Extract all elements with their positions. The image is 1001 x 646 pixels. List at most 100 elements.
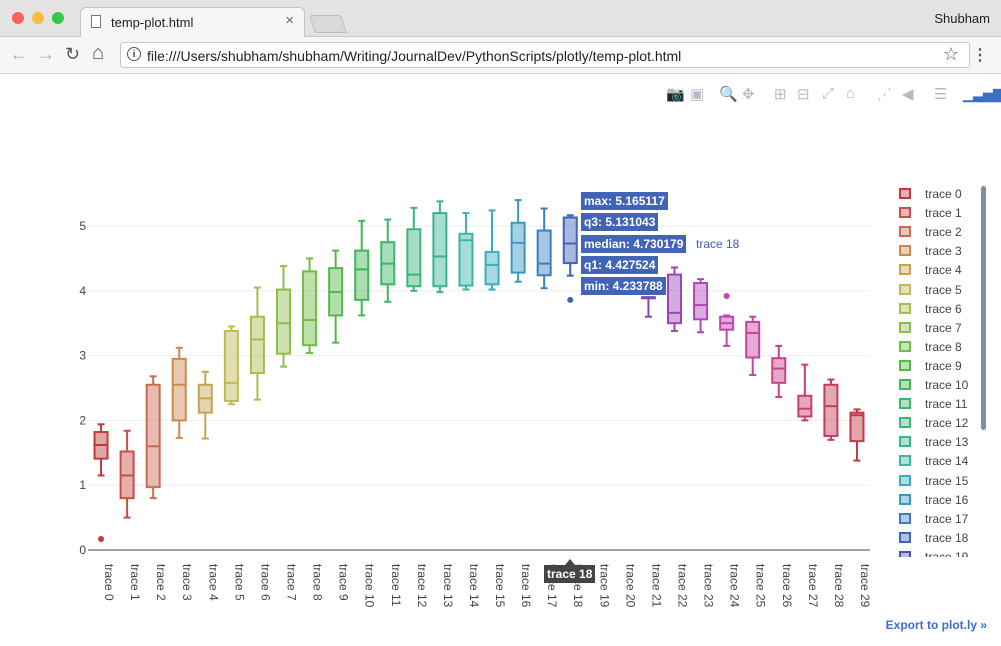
box-body bbox=[458, 232, 474, 287]
home-button[interactable]: ⌂ bbox=[92, 42, 105, 64]
spike-lines-icon[interactable]: ⋰ bbox=[877, 86, 892, 103]
x-axis-ticks: trace 0 trace 1 trace 2 trace 3 trace 4 trace… bbox=[102, 564, 872, 608]
x-tick-label: trace 7 bbox=[285, 564, 299, 601]
box-body bbox=[171, 357, 187, 422]
legend-swatch bbox=[899, 245, 911, 257]
box-trace bbox=[302, 257, 318, 355]
zoom-in-icon[interactable]: ⊞ bbox=[774, 86, 787, 103]
box-trace bbox=[536, 207, 552, 290]
x-tick-label: trace 29 bbox=[858, 564, 872, 608]
box-trace bbox=[145, 375, 161, 500]
legend-swatch bbox=[899, 550, 911, 557]
outlier-point bbox=[567, 296, 574, 303]
box-body bbox=[223, 329, 239, 402]
legend-swatch bbox=[899, 359, 911, 371]
hover-median-label: median: 4.730179 bbox=[581, 235, 687, 253]
box-trace bbox=[328, 249, 344, 344]
maximize-window-button[interactable] bbox=[52, 12, 64, 24]
x-tick-label: trace 13 bbox=[441, 564, 455, 608]
box-body bbox=[510, 221, 526, 274]
plotly-logo-icon[interactable]: ▁▃▅▇ bbox=[963, 87, 1001, 102]
bookmark-star-icon[interactable]: ☆ bbox=[942, 44, 959, 64]
y-tick-label: 0 bbox=[79, 543, 86, 557]
menu-icon[interactable]: ⋮ bbox=[972, 47, 988, 64]
legend-label: trace 10 bbox=[925, 378, 969, 392]
box-trace bbox=[458, 212, 474, 291]
reset-axes-icon[interactable]: ⌂ bbox=[846, 85, 856, 102]
box-trace bbox=[171, 346, 187, 439]
y-tick-label: 3 bbox=[79, 349, 86, 363]
box-body bbox=[849, 411, 865, 443]
legend-swatch bbox=[899, 474, 911, 486]
legend-label: trace 13 bbox=[925, 435, 969, 450]
hover-closest-icon[interactable]: ◀ bbox=[902, 86, 914, 103]
pan-icon[interactable]: ✥ bbox=[742, 86, 755, 103]
legend-label: trace 5 bbox=[925, 282, 962, 297]
legend-label: trace 16 bbox=[925, 492, 969, 507]
x-tick-label: trace 11 bbox=[389, 564, 403, 607]
info-icon[interactable]: i bbox=[127, 47, 141, 61]
legend-label: trace 2 bbox=[925, 225, 962, 240]
legend-swatch bbox=[899, 531, 911, 543]
legend-swatch bbox=[899, 188, 911, 199]
camera-icon[interactable]: 📷 bbox=[666, 86, 685, 103]
minimize-window-button[interactable] bbox=[32, 12, 44, 24]
forward-button[interactable]: → bbox=[37, 44, 55, 64]
legend-label: trace 17 bbox=[925, 511, 969, 526]
zoom-out-icon[interactable]: ⊟ bbox=[797, 86, 810, 103]
box-body bbox=[406, 228, 422, 288]
zoom-icon[interactable]: 🔍 bbox=[719, 86, 738, 103]
profile-name[interactable]: Shubham bbox=[934, 11, 990, 26]
address-bar[interactable]: i file:///Users/shubham/shubham/Writing/… bbox=[120, 42, 970, 68]
box-trace bbox=[640, 296, 656, 318]
legend-label: trace 19 bbox=[925, 549, 969, 557]
x-tick-label: trace 19 bbox=[597, 564, 611, 608]
box-trace bbox=[667, 266, 682, 332]
x-tick-label: trace 6 bbox=[258, 564, 272, 601]
x-hover-label: trace 18 bbox=[544, 565, 596, 583]
close-window-button[interactable] bbox=[12, 12, 24, 24]
x-tick-label: trace 0 bbox=[102, 564, 116, 601]
autoscale-icon[interactable]: ⤢ bbox=[822, 85, 835, 102]
x-tick-label: trace 25 bbox=[754, 564, 768, 608]
legend-swatch bbox=[899, 226, 911, 238]
export-to-plotly-link[interactable]: Export to plot.ly » bbox=[885, 618, 987, 632]
x-tick-label: trace 12 bbox=[415, 564, 429, 608]
legend-swatch bbox=[899, 283, 911, 295]
x-tick-label: trace 4 bbox=[206, 564, 220, 601]
tab-close-button[interactable]: × bbox=[285, 12, 294, 29]
legend-label: trace 11 bbox=[925, 397, 968, 412]
legend-swatch bbox=[899, 321, 911, 333]
legend-scrollbar[interactable] bbox=[981, 186, 986, 430]
legend-label: trace 7 bbox=[925, 320, 962, 335]
save-icon[interactable]: ▣ bbox=[690, 86, 705, 103]
browser-tab[interactable]: temp-plot.html × bbox=[80, 7, 305, 38]
box-trace bbox=[223, 325, 239, 406]
y-gridlines bbox=[88, 225, 870, 551]
legend-swatch bbox=[899, 340, 911, 352]
legend-label: trace 12 bbox=[925, 416, 969, 431]
legend-swatch bbox=[899, 207, 911, 219]
browser-toolbar: ← → ↻ ⌂ i file:///Users/shubham/shubham/… bbox=[0, 37, 1001, 74]
legend-label: trace 14 bbox=[925, 454, 969, 469]
x-tick-label: trace 3 bbox=[180, 564, 194, 601]
box-body bbox=[354, 249, 370, 301]
back-button[interactable]: ← bbox=[10, 44, 28, 64]
x-tick-label: trace 20 bbox=[623, 564, 637, 608]
box-body bbox=[302, 270, 318, 347]
hover-compare-icon[interactable]: ☰ bbox=[934, 86, 948, 103]
box-trace bbox=[380, 218, 396, 303]
x-tick-label: trace 16 bbox=[519, 564, 533, 608]
box-trace bbox=[849, 408, 865, 462]
x-tick-label: trace 2 bbox=[154, 564, 168, 601]
legend-label: trace 1 bbox=[925, 206, 962, 221]
box-trace bbox=[354, 219, 370, 317]
legend-swatch bbox=[899, 398, 911, 410]
legend-label: trace 18 bbox=[925, 530, 969, 545]
hover-q1-label: q1: 4.427524 bbox=[581, 256, 659, 274]
hover-min-label: min: 4.233788 bbox=[581, 277, 666, 295]
url-text[interactable]: file:///Users/shubham/shubham/Writing/Jo… bbox=[147, 48, 682, 64]
box-trace bbox=[406, 206, 422, 292]
box-trace bbox=[197, 370, 213, 440]
reload-button[interactable]: ↻ bbox=[65, 44, 81, 64]
